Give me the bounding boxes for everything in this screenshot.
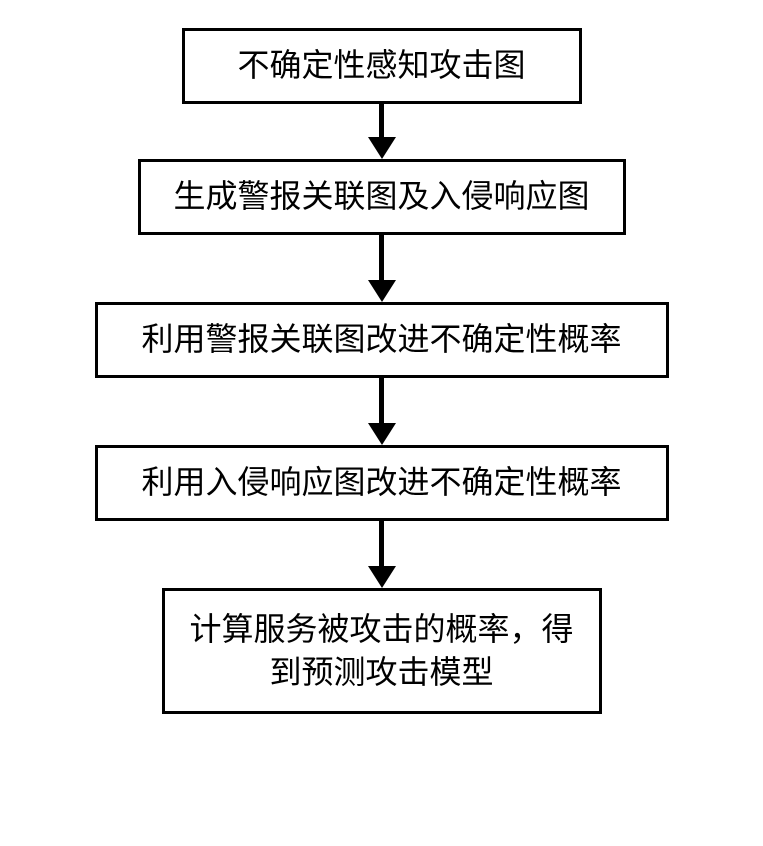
arrow-shaft bbox=[379, 104, 384, 138]
flow-node-2: 利用警报关联图改进不确定性概率 bbox=[95, 302, 669, 378]
arrow-head-icon bbox=[368, 423, 396, 445]
flow-node-2-label: 利用警报关联图改进不确定性概率 bbox=[141, 318, 621, 361]
flow-node-3-label: 利用入侵响应图改进不确定性概率 bbox=[141, 461, 621, 504]
flow-node-3: 利用入侵响应图改进不确定性概率 bbox=[95, 445, 669, 521]
flow-node-4: 计算服务被攻击的概率，得到预测攻击模型 bbox=[162, 588, 602, 714]
flow-arrow-0 bbox=[368, 104, 396, 159]
flow-node-4-label: 计算服务被攻击的概率，得到预测攻击模型 bbox=[185, 608, 579, 694]
arrow-head-icon bbox=[368, 566, 396, 588]
arrow-head-icon bbox=[368, 280, 396, 302]
arrow-shaft bbox=[379, 235, 384, 281]
flowchart: 不确定性感知攻击图 生成警报关联图及入侵响应图 利用警报关联图改进不确定性概率 … bbox=[0, 0, 763, 714]
flow-node-0: 不确定性感知攻击图 bbox=[182, 28, 582, 104]
flow-node-1-label: 生成警报关联图及入侵响应图 bbox=[173, 175, 589, 218]
flow-arrow-2 bbox=[368, 378, 396, 445]
arrow-head-icon bbox=[368, 137, 396, 159]
flow-arrow-1 bbox=[368, 235, 396, 302]
flow-node-1: 生成警报关联图及入侵响应图 bbox=[138, 159, 626, 235]
flow-arrow-3 bbox=[368, 521, 396, 588]
arrow-shaft bbox=[379, 378, 384, 424]
arrow-shaft bbox=[379, 521, 384, 567]
flow-node-0-label: 不确定性感知攻击图 bbox=[237, 44, 525, 87]
